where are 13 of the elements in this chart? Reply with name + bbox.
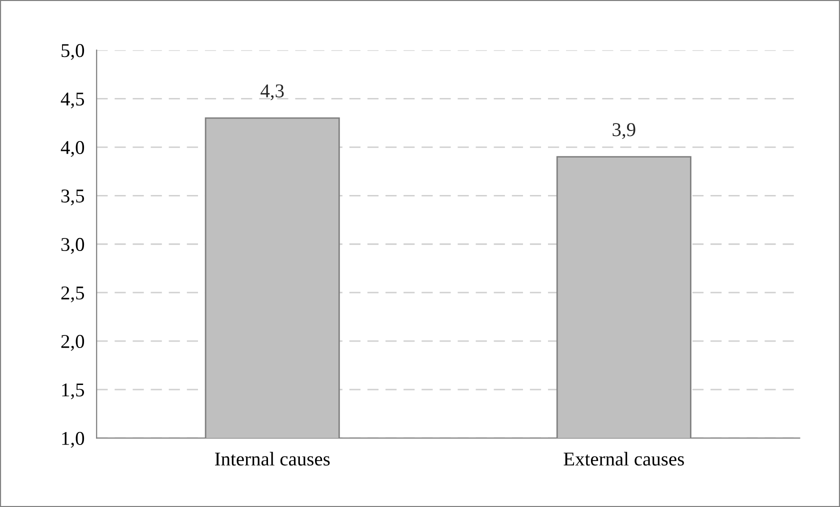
data-label: 4,3 [260,84,284,100]
y-tick-label: 4,5 [60,92,84,108]
y-tick-label: 2,5 [61,286,84,302]
x-tick-label: External causes [564,452,684,466]
x-tick-label: Internal causes [215,452,330,466]
y-tick-label: 5,0 [62,44,84,60]
y-tick-label: 3,5 [61,190,84,206]
data-label: 3,9 [612,123,636,140]
y-tick-label: 2,0 [61,334,84,351]
y-tick-label: 1,0 [62,432,84,448]
y-tick-label: 3,0 [61,238,84,254]
y-tick-label: 4,0 [60,140,84,157]
y-tick-label: 1,5 [62,383,84,400]
